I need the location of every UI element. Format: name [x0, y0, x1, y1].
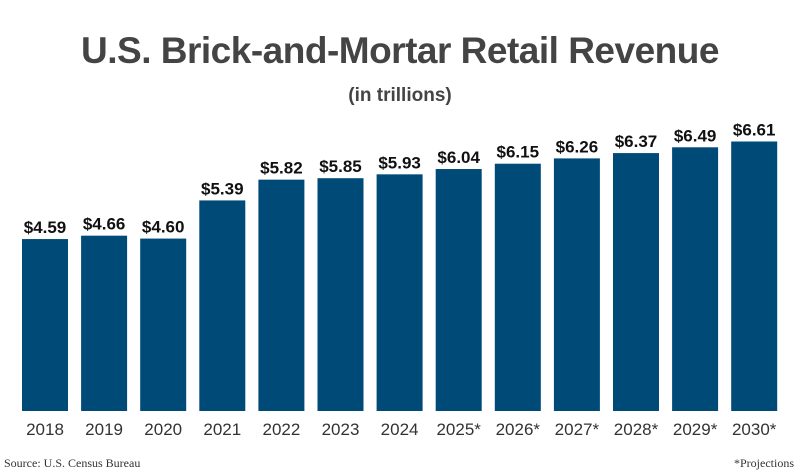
- data-label: $6.61: [733, 120, 776, 139]
- data-label: $6.37: [615, 132, 658, 151]
- bar-2024: [376, 174, 423, 411]
- bar-2027: [553, 158, 600, 411]
- x-tick-label: 2027*: [555, 420, 600, 439]
- x-tick-label: 2024: [381, 420, 419, 439]
- bar-2029: [672, 147, 719, 411]
- bar-2023: [317, 178, 364, 411]
- data-label: $6.04: [437, 148, 480, 167]
- data-label: $5.85: [319, 157, 362, 176]
- data-label: $6.15: [497, 143, 540, 162]
- x-tick-label: 2021: [203, 420, 241, 439]
- bar-2018: [22, 239, 68, 411]
- data-label: $4.66: [83, 215, 126, 234]
- x-tick-label: 2029*: [673, 420, 718, 439]
- data-label: $4.60: [142, 218, 185, 237]
- bar-2025: [435, 169, 482, 411]
- x-tick-label: 2023: [322, 420, 360, 439]
- x-tick-label: 2019: [85, 420, 123, 439]
- source-note: Source: U.S. Census Bureau: [4, 456, 141, 470]
- x-tick-label: 2026*: [496, 420, 541, 439]
- bar-2026: [494, 163, 541, 411]
- x-tick-label: 2022: [262, 420, 300, 439]
- x-tick-label: 2030*: [732, 420, 777, 439]
- data-label: $5.82: [260, 159, 303, 178]
- data-label: $6.26: [556, 137, 599, 156]
- data-label: $5.39: [201, 179, 244, 198]
- data-label: $6.49: [674, 126, 717, 145]
- chart-subtitle: (in trillions): [348, 85, 452, 106]
- bar-2020: [140, 238, 187, 411]
- data-label: $5.93: [378, 153, 421, 172]
- bar-2022: [258, 179, 305, 411]
- bar-2028: [613, 153, 659, 411]
- projections-note: *Projections: [734, 456, 794, 470]
- x-tick-label: 2028*: [614, 420, 659, 439]
- data-label: $4.59: [24, 218, 67, 237]
- bar-2019: [81, 235, 128, 411]
- x-tick-label: 2025*: [436, 420, 481, 439]
- chart-title: U.S. Brick-and-Mortar Retail Revenue: [81, 30, 719, 71]
- x-tick-label: 2020: [144, 420, 182, 439]
- bar-2021: [199, 200, 246, 411]
- bar-2030: [731, 141, 778, 411]
- x-tick-label: 2018: [26, 420, 64, 439]
